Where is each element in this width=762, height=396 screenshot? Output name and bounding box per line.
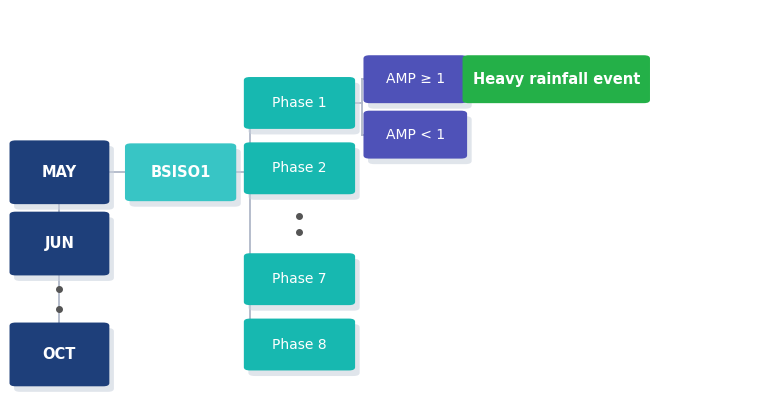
FancyBboxPatch shape [244, 77, 355, 129]
FancyBboxPatch shape [9, 140, 110, 204]
Text: MAY: MAY [42, 165, 77, 180]
FancyBboxPatch shape [244, 143, 355, 194]
FancyBboxPatch shape [248, 324, 360, 376]
Text: JUN: JUN [44, 236, 75, 251]
FancyBboxPatch shape [368, 61, 472, 109]
FancyBboxPatch shape [9, 211, 110, 276]
FancyBboxPatch shape [14, 217, 114, 281]
FancyBboxPatch shape [9, 322, 110, 386]
FancyBboxPatch shape [130, 149, 241, 207]
Text: AMP ≥ 1: AMP ≥ 1 [386, 72, 445, 86]
FancyBboxPatch shape [363, 110, 467, 158]
FancyBboxPatch shape [248, 259, 360, 310]
FancyBboxPatch shape [368, 116, 472, 164]
FancyBboxPatch shape [244, 253, 355, 305]
FancyBboxPatch shape [244, 318, 355, 371]
Text: OCT: OCT [43, 347, 76, 362]
FancyBboxPatch shape [248, 83, 360, 134]
Text: Heavy rainfall event: Heavy rainfall event [472, 72, 640, 87]
Text: Phase 2: Phase 2 [272, 161, 327, 175]
FancyBboxPatch shape [125, 143, 236, 201]
FancyBboxPatch shape [14, 146, 114, 210]
FancyBboxPatch shape [363, 55, 467, 103]
Text: AMP < 1: AMP < 1 [386, 128, 445, 142]
Text: BSISO1: BSISO1 [150, 165, 211, 180]
Text: Phase 1: Phase 1 [272, 96, 327, 110]
FancyBboxPatch shape [463, 55, 650, 103]
FancyBboxPatch shape [248, 148, 360, 200]
FancyBboxPatch shape [14, 328, 114, 392]
Text: Phase 7: Phase 7 [272, 272, 327, 286]
Text: Phase 8: Phase 8 [272, 337, 327, 352]
